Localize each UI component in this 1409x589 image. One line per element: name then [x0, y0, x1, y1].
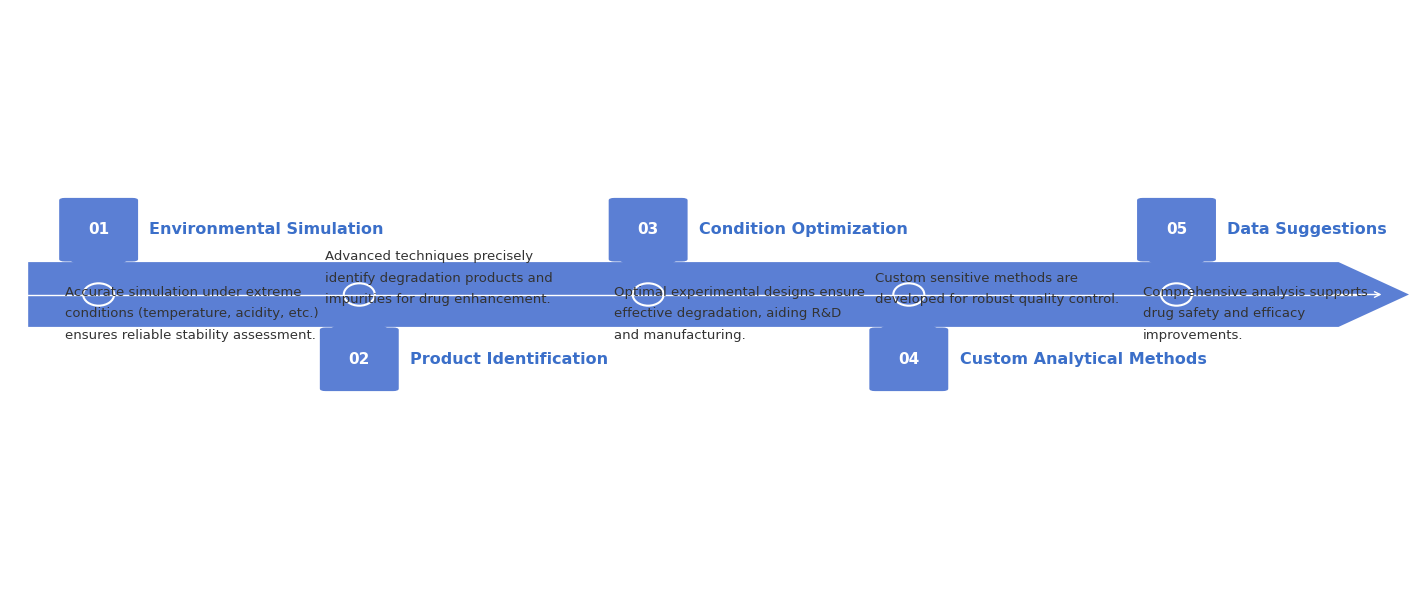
- Polygon shape: [28, 262, 1409, 327]
- Text: Accurate simulation under extreme
conditions (temperature, acidity, etc.)
ensure: Accurate simulation under extreme condit…: [65, 286, 318, 342]
- Text: 03: 03: [637, 222, 659, 237]
- Polygon shape: [1146, 259, 1208, 280]
- FancyBboxPatch shape: [59, 198, 138, 262]
- Text: 05: 05: [1165, 222, 1188, 237]
- Text: Environmental Simulation: Environmental Simulation: [149, 222, 383, 237]
- FancyBboxPatch shape: [869, 327, 948, 391]
- FancyBboxPatch shape: [320, 327, 399, 391]
- Polygon shape: [328, 309, 390, 330]
- Text: Optimal experimental designs ensure
effective degradation, aiding R&D
and manufa: Optimal experimental designs ensure effe…: [614, 286, 865, 342]
- Polygon shape: [68, 259, 130, 280]
- Text: Data Suggestions: Data Suggestions: [1227, 222, 1386, 237]
- FancyBboxPatch shape: [1137, 198, 1216, 262]
- Text: Condition Optimization: Condition Optimization: [699, 222, 907, 237]
- Text: Comprehensive analysis supports
drug safety and efficacy
improvements.: Comprehensive analysis supports drug saf…: [1143, 286, 1368, 342]
- Text: 02: 02: [348, 352, 371, 367]
- Polygon shape: [878, 309, 940, 330]
- Text: Product Identification: Product Identification: [410, 352, 609, 367]
- Polygon shape: [617, 259, 679, 280]
- FancyBboxPatch shape: [609, 198, 688, 262]
- Text: Advanced techniques precisely
identify degradation products and
impurities for d: Advanced techniques precisely identify d…: [325, 250, 554, 306]
- Text: 04: 04: [898, 352, 920, 367]
- Text: 01: 01: [89, 222, 108, 237]
- Text: Custom Analytical Methods: Custom Analytical Methods: [960, 352, 1206, 367]
- Text: Custom sensitive methods are
developed for robust quality control.: Custom sensitive methods are developed f…: [875, 272, 1119, 306]
